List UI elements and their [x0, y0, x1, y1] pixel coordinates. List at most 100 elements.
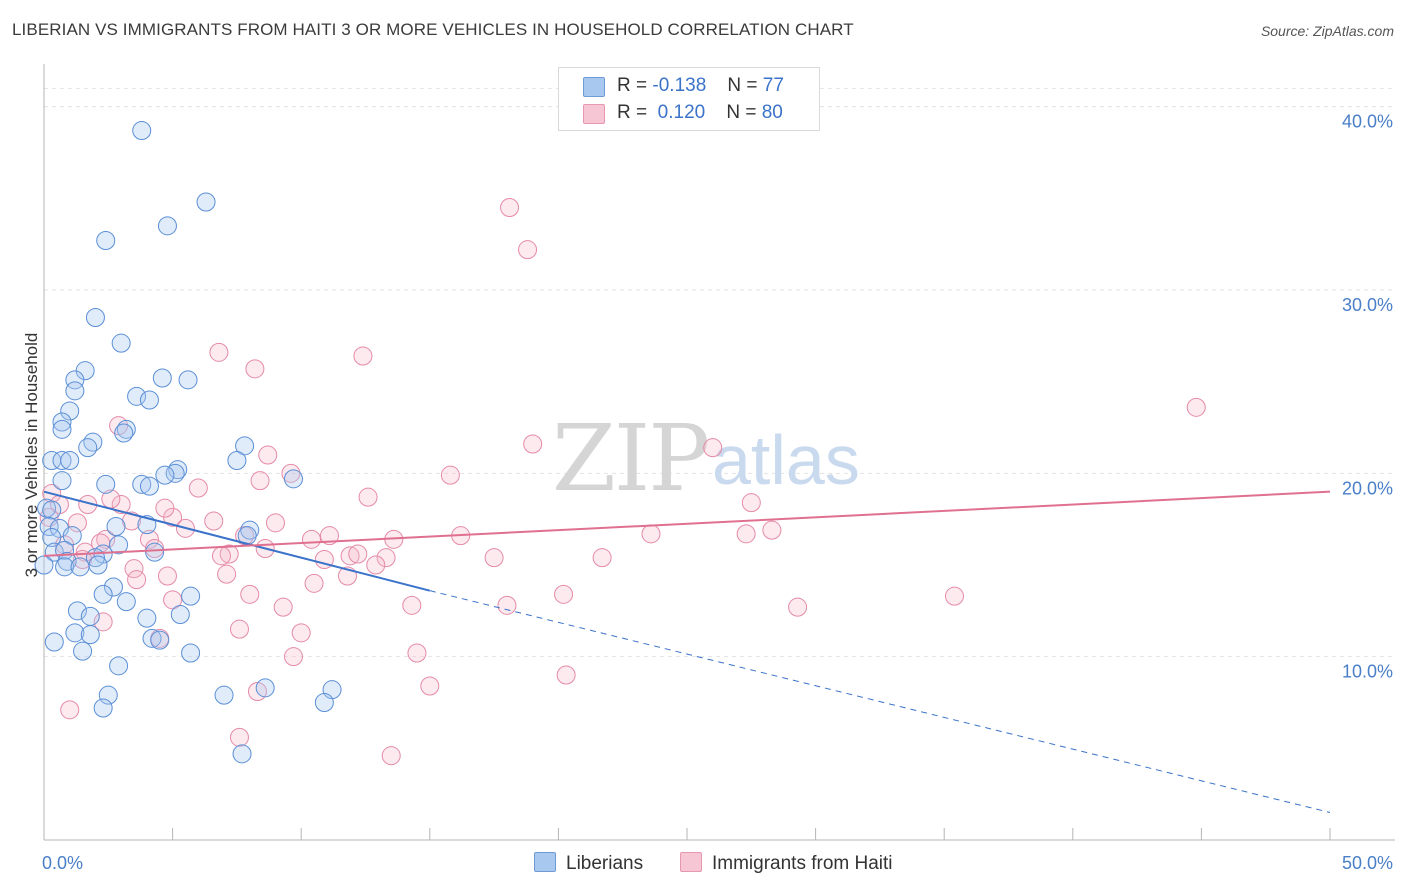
haiti-point [219, 544, 239, 564]
haiti-point [440, 465, 460, 485]
y-tick-label: 20.0% [1342, 478, 1393, 498]
haiti-point [60, 700, 80, 720]
legend-n-label: N = [726, 102, 757, 123]
liberians-point [111, 333, 131, 353]
haiti-point [139, 529, 159, 549]
liberians-swatch [583, 77, 605, 97]
haiti-point [1186, 397, 1206, 417]
legend-r-value: -0.138 [652, 75, 707, 96]
chart-title: LIBERIAN VS IMMIGRANTS FROM HAITI 3 OR M… [12, 20, 854, 39]
liberians-point [145, 542, 165, 562]
liberians-point [181, 643, 201, 663]
haiti-point [556, 665, 576, 685]
y-tick-label: 40.0% [1342, 112, 1393, 132]
liberians-point [60, 401, 80, 421]
liberians-point [52, 471, 72, 491]
haiti-point [250, 471, 270, 491]
liberians-point [150, 630, 170, 650]
legend-n-value: 77 [762, 75, 784, 96]
haiti-point [944, 586, 964, 606]
haiti-legend-label: Immigrants from Haiti [712, 853, 893, 874]
liberians-point [139, 476, 159, 496]
trend-lines [43, 490, 1331, 813]
x-tick-label: 50.0% [1342, 853, 1393, 873]
haiti-point [273, 597, 293, 617]
liberians-point [114, 423, 134, 443]
haiti-point [127, 570, 147, 590]
haiti-point [211, 546, 231, 566]
liberians-point [83, 432, 103, 452]
legend-r-value: 0.120 [657, 102, 706, 123]
legend-r-label: R = [617, 102, 648, 123]
liberians-point [80, 625, 100, 645]
haiti-point [265, 513, 285, 533]
liberians-point [235, 436, 255, 456]
haiti-point [209, 342, 229, 362]
liberians-point [214, 685, 234, 705]
haiti-trend-line [43, 490, 1331, 557]
liberians-point [314, 693, 334, 712]
liberians-point [52, 451, 72, 470]
bottom-legend-liberians: Liberians [534, 852, 643, 875]
haiti-point [592, 548, 612, 568]
haiti-point [703, 438, 723, 458]
liberians-point [65, 381, 85, 401]
haiti-point [353, 346, 373, 366]
haiti-point [93, 612, 113, 632]
liberians-point [232, 744, 252, 764]
haiti-point [155, 498, 175, 518]
correlation-legend: R = -0.138 N = 77 R = 0.120 N = 80 [558, 67, 820, 131]
haiti-point [358, 487, 378, 507]
liberians-point [170, 605, 190, 624]
liberians-point [109, 535, 129, 555]
haiti-legend-swatch [680, 852, 702, 872]
haiti-point [407, 643, 427, 663]
liberians-point [52, 412, 72, 432]
liberians-point [132, 121, 152, 140]
haiti-point [157, 566, 177, 586]
liberians-point [157, 216, 177, 236]
liberians-point [52, 419, 72, 439]
liberians-point [34, 555, 54, 575]
liberians-point [85, 308, 105, 327]
liberians-point [227, 451, 247, 470]
haiti-point [281, 463, 301, 483]
liberians-point [168, 460, 188, 480]
haiti-point [523, 434, 543, 454]
haiti-point [240, 584, 260, 604]
liberians-point [155, 465, 175, 485]
liberians-point [55, 557, 75, 577]
legend-r-label: R = [617, 75, 648, 96]
liberians-point [67, 601, 87, 621]
y-tick-label: 10.0% [1342, 662, 1393, 682]
liberians-point [181, 586, 201, 606]
haiti-point [376, 548, 396, 568]
legend-n-value: 80 [761, 102, 783, 123]
haiti-point [301, 529, 321, 549]
haiti-point [217, 564, 237, 584]
liberians-trend-line [43, 490, 431, 592]
legend-n-label: N = [727, 75, 758, 96]
haiti-point [500, 198, 520, 217]
liberians-legend-swatch [534, 852, 556, 872]
liberians-point [57, 551, 77, 571]
liberians-point [96, 474, 116, 494]
liberians-point [178, 370, 198, 390]
liberians-point [62, 526, 82, 546]
haiti-point [762, 520, 782, 540]
haiti-point [554, 584, 574, 604]
haiti-point [420, 676, 440, 696]
liberians-point [93, 584, 113, 604]
liberians-point [73, 641, 93, 661]
haiti-point [788, 597, 808, 617]
tick-labels: 10.0% 20.0% 30.0% 40.0% 0.0% 50.0% [42, 112, 1393, 873]
y-axis-title: 3 or more Vehicles in Household [22, 333, 41, 578]
liberians-point [60, 451, 80, 470]
haiti-point [348, 544, 368, 564]
source-label: Source: ZipAtlas.com [1260, 23, 1394, 39]
watermark-zip: ZIP [552, 405, 708, 512]
watermark: ZIP atlas [552, 405, 860, 512]
liberians-point [78, 438, 98, 458]
haiti-point [497, 595, 517, 615]
